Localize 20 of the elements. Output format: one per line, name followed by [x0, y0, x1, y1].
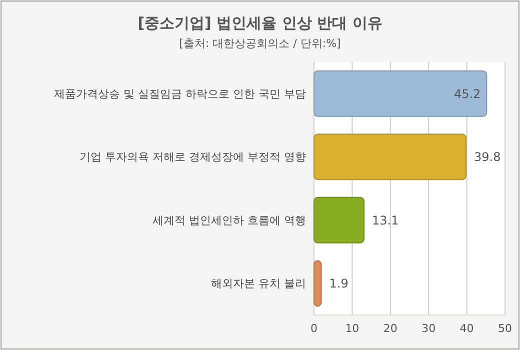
y-tick-label: 해외자본 유치 불리 [211, 277, 306, 290]
x-tick-label: 50 [498, 322, 512, 335]
y-tick-label: 기업 투자의욕 저해로 경제성장에 부정적 영향 [80, 150, 306, 164]
chart-title: [중소기업] 법인세율 인상 반대 이유 [138, 14, 382, 32]
bar [314, 260, 322, 307]
chart-subtitle: [출처: 대한상공회의소 / 단위:%] [179, 37, 341, 50]
x-tick-label: 0 [310, 322, 318, 335]
data-label: 13.1 [372, 213, 399, 228]
y-tick-label: 세계적 법인세인하 흐름에 역행 [152, 214, 306, 227]
y-tick-label: 제품가격상승 및 실질임금 하락으로 인한 국민 부담 [54, 87, 306, 100]
x-tick-label: 10 [345, 322, 360, 335]
bar [314, 196, 365, 244]
data-label: 1.9 [329, 276, 348, 291]
x-tick-label: 20 [383, 322, 398, 335]
bar [314, 134, 467, 180]
data-label: 39.8 [474, 150, 501, 164]
bar [314, 70, 488, 117]
x-tick-label: 30 [422, 322, 436, 335]
data-label: 45.2 [454, 86, 481, 101]
x-tick-label: 40 [460, 322, 474, 335]
